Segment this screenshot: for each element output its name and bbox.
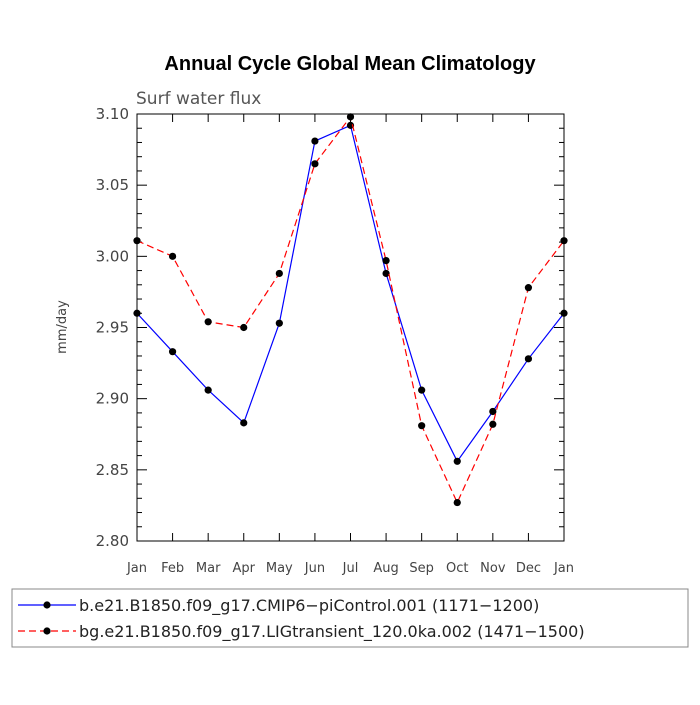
data-point <box>133 237 141 245</box>
legend-box <box>11 588 689 648</box>
legend-marker-2 <box>43 627 51 635</box>
data-point <box>560 309 568 317</box>
data-point <box>489 407 497 416</box>
data-point <box>382 257 390 265</box>
legend-marker-1 <box>43 601 51 609</box>
axes: 2.80 2.85 2.90 2.95 3.00 3.05 3.10 Jan Feb Mar Apr… <box>96 105 574 576</box>
data-point <box>168 348 177 356</box>
plot-frame <box>136 113 565 542</box>
data-point <box>453 457 461 465</box>
x-tick-label: May <box>266 561 293 576</box>
data-point <box>453 498 461 507</box>
chart-subtitle: Surf water flux <box>136 89 261 109</box>
y-axis-label: mm/day <box>55 300 70 354</box>
y-tick-label: 2.80 <box>96 532 129 550</box>
legend-label-2: bg.e21.B1850.f09_g17.LIGtransient_120.0k… <box>79 622 585 642</box>
x-tick-label: Jan <box>553 561 574 576</box>
x-tick-label: Jul <box>342 561 359 576</box>
data-point <box>382 269 390 278</box>
y-tick-label: 2.95 <box>96 319 129 337</box>
data-point <box>311 137 319 145</box>
y-tick-label: 3.00 <box>96 247 129 265</box>
data-point <box>168 252 177 260</box>
data-point <box>524 284 533 292</box>
data-point <box>560 237 568 245</box>
data-point <box>346 113 355 121</box>
x-tick-label: Jan <box>126 561 147 576</box>
data-point <box>204 318 212 326</box>
x-tick-label: Oct <box>446 561 468 576</box>
data-point <box>275 319 283 327</box>
data-point <box>275 269 283 278</box>
x-tick-label: Feb <box>161 561 184 576</box>
x-tick-label: Dec <box>516 561 541 576</box>
x-tick-label: Jun <box>304 561 325 576</box>
chart-title: Annual Cycle Global Mean Climatology <box>164 53 536 75</box>
series-line-1 <box>136 124 565 463</box>
x-tick-label: Aug <box>373 561 398 576</box>
y-tick-label: 3.10 <box>96 105 129 123</box>
legend-label-1: b.e21.B1850.f09_g17.CMIP6−piControl.001 … <box>79 596 539 616</box>
x-tick-label: Mar <box>196 561 221 576</box>
data-point <box>418 422 426 430</box>
data-point <box>346 121 355 129</box>
data-point <box>418 386 426 394</box>
series-line-2 <box>136 115 565 505</box>
data-point <box>133 309 141 317</box>
y-tick-label: 3.05 <box>96 176 129 194</box>
y-tick-label: 2.85 <box>96 461 129 479</box>
series-layer <box>133 113 568 507</box>
legend: b.e21.B1850.f09_g17.CMIP6−piControl.001 … <box>11 588 689 648</box>
y-tick-label: 2.90 <box>96 390 129 408</box>
data-point <box>489 420 497 428</box>
x-tick-label: Sep <box>409 561 434 576</box>
data-point <box>524 355 533 363</box>
data-point <box>204 386 212 394</box>
data-point <box>311 160 319 168</box>
data-point <box>240 323 248 332</box>
data-point <box>240 419 248 427</box>
x-tick-label: Apr <box>233 561 256 576</box>
x-tick-label: Nov <box>480 561 506 576</box>
